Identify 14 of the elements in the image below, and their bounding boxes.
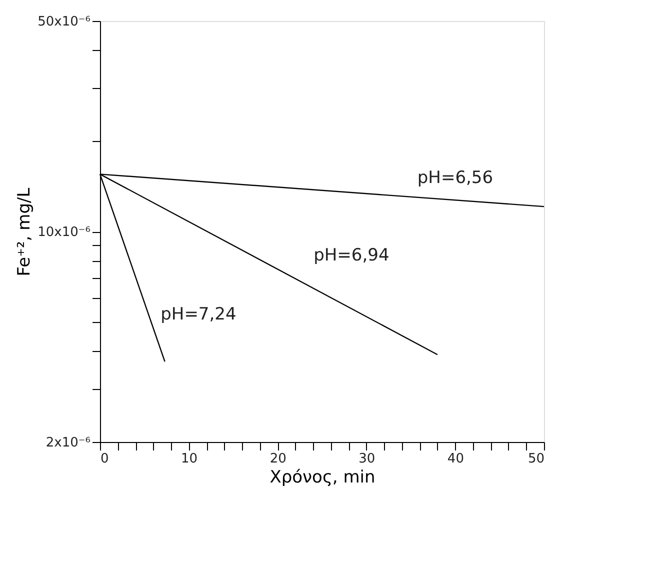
x-tick-label: 10 (181, 452, 198, 466)
x-tick-label: 30 (358, 452, 376, 466)
x-tick-label: 40 (447, 452, 464, 466)
x-tick-label: 0 (100, 452, 109, 466)
x-tick-label: 20 (270, 452, 286, 466)
y-axis-title: Fe⁺², mg/L (14, 187, 35, 276)
y-tick-label: 10x10⁻⁶ (38, 225, 90, 240)
y-tick-label: 50x10⁻⁶ (38, 14, 90, 30)
series-label: pH=6,94 (314, 245, 390, 266)
y-tick-label: 2x10⁻⁶ (46, 436, 90, 450)
x-tick-label: 50 (528, 452, 544, 466)
series-label: pH=6,56 (417, 168, 494, 188)
series-label: pH=7,24 (160, 304, 236, 325)
x-axis-title: Χρόνος, min (270, 468, 376, 488)
